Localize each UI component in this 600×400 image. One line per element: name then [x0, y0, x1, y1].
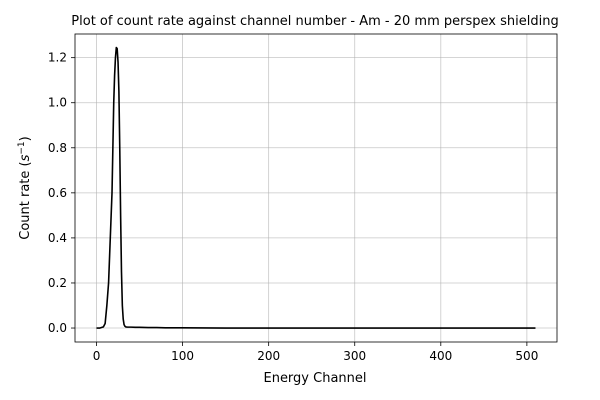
grid-layer — [75, 34, 557, 342]
plot-frame — [74, 33, 558, 343]
y-tick-label: 0.4 — [48, 231, 67, 245]
x-axis-label: Energy Channel — [263, 371, 366, 386]
y-axis-label-text: Count rate — [18, 171, 33, 240]
y-tick-label: 1.0 — [48, 96, 67, 110]
chart-title: Plot of count rate against channel numbe… — [71, 14, 558, 29]
x-tick-label: 400 — [429, 349, 452, 363]
x-tick-label: 100 — [171, 349, 194, 363]
series-layer — [96, 46, 536, 329]
y-axis-label-unit: s — [18, 154, 33, 161]
x-tick-label: 200 — [257, 349, 280, 363]
y-axis-label: Count rate (s−1) — [17, 136, 33, 240]
x-tick-label: 0 — [93, 349, 101, 363]
count-rate-line — [96, 46, 536, 329]
y-axis: 0.0 0.2 0.4 0.6 0.8 1.0 1.2 — [48, 51, 75, 335]
x-axis: 0 100 200 300 400 500 — [93, 342, 538, 363]
y-tick-label: 1.2 — [48, 51, 67, 65]
y-axis-label-unit-exponent: −1 — [17, 141, 27, 154]
y-tick-label: 0.0 — [48, 321, 67, 335]
x-tick-label: 300 — [343, 349, 366, 363]
y-tick-label: 0.2 — [48, 276, 67, 290]
y-tick-label: 0.6 — [48, 186, 67, 200]
y-tick-label: 0.8 — [48, 141, 67, 155]
x-tick-label: 500 — [515, 349, 538, 363]
